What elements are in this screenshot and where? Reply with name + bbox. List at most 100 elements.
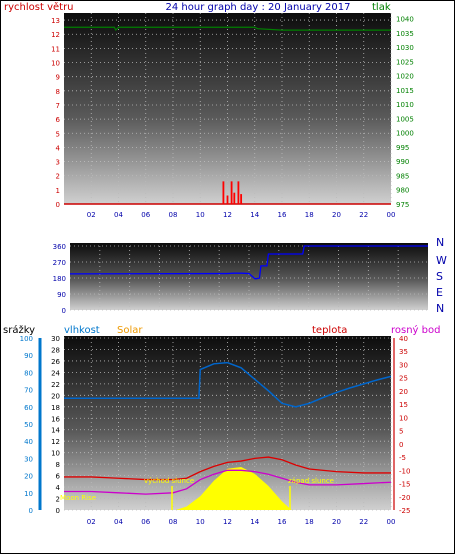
humidity-tick-label: 30 [51,335,60,343]
humidity-tick-label: 18 [51,404,60,412]
wind-speed-tick-label: 5 [56,130,60,138]
panel1-x-tick-label: 00 [387,211,396,219]
chart-title: 24 hour graph day : 20 January 2017 [166,2,351,13]
panel2-plot-area [70,243,428,310]
rain-tick-label: 50 [24,421,33,429]
humidity-axis-title: vlhkost [64,325,100,336]
temperature-axis-title: teplota [312,325,347,336]
pressure-tick-label: 1020 [396,73,414,81]
temperature-tick-label: 0 [399,441,403,449]
direction-tick-label: 360 [53,243,66,251]
pressure-axis-title: tlak [372,2,391,13]
panel1-x-tick-label: 04 [114,211,123,219]
panel1-x-tick-label: 14 [250,211,259,219]
temperature-tick-label: 5 [399,428,403,436]
panel1-x-tick-label: 16 [278,211,287,219]
panel3-x-tick-label: 10 [196,518,205,526]
solar-area [175,467,292,510]
rain-tick-label: 60 [24,404,33,412]
pressure-tick-label: 1015 [396,87,414,95]
pressure-tick-label: 1030 [396,44,414,52]
humidity-line [64,361,392,408]
sunrise-label: východ slunce [144,477,194,485]
humidity-tick-label: 0 [56,507,60,515]
wind-speed-tick-label: 10 [51,60,60,68]
wind-direction-line [69,245,428,280]
pressure-tick-label: 995 [396,144,409,152]
pressure-tick-label: 1035 [396,30,414,38]
panel3-x-tick-label: 20 [332,518,341,526]
temperature-tick-label: 20 [399,388,408,396]
temperature-tick-label: -20 [399,494,410,502]
temperature-tick-label: 25 [399,375,408,383]
humidity-tick-label: 6 [56,473,61,481]
compass-label: W [436,254,447,267]
direction-tick-label: 90 [57,291,66,299]
temperature-tick-label: -25 [399,507,410,515]
wind-speed-tick-label: 11 [51,45,60,53]
rain-tick-label: 80 [24,369,33,377]
temperature-tick-label: 40 [399,335,408,343]
panel3-x-tick-label: 02 [87,518,96,526]
pressure-tick-label: 1000 [396,130,414,138]
panel1-x-tick-label: 08 [169,211,178,219]
rain-tick-label: 40 [24,438,33,446]
compass-label: E [436,286,443,299]
panel1-x-tick-label: 02 [87,211,96,219]
panel3-x-tick-label: 00 [387,518,396,526]
wind-speed-tick-label: 9 [56,74,60,82]
panel3-x-tick-label: 04 [114,518,123,526]
rain-tick-label: 90 [24,352,33,360]
humidity-tick-label: 16 [51,415,60,423]
wind-speed-tick-label: 4 [56,144,61,152]
temperature-tick-label: -15 [399,481,410,489]
temperature-tick-label: 10 [399,414,408,422]
humidity-tick-label: 28 [51,346,60,354]
moon-set-label: Moon Set [228,494,261,502]
moon-rise-label: Moon Rise [60,494,96,502]
wind-speed-tick-label: 6 [56,116,61,124]
rain-tick-label: 20 [24,473,33,481]
wind-speed-tick-label: 13 [51,17,60,25]
wind-speed-tick-label: 8 [56,88,60,96]
dew-point-line [64,469,392,495]
wind-speed-tick-label: 3 [56,159,60,167]
humidity-tick-label: 12 [51,438,60,446]
direction-tick-label: 180 [53,275,66,283]
humidity-tick-label: 14 [51,427,60,435]
rain-tick-label: 100 [20,335,33,343]
panel3-x-tick-label: 06 [141,518,150,526]
panel1-plot-area [64,13,391,204]
humidity-tick-label: 20 [51,392,60,400]
panel1-x-tick-label: 18 [305,211,314,219]
panel3-x-tick-label: 16 [278,518,287,526]
pressure-tick-label: 985 [396,172,409,180]
panel1-x-tick-label: 06 [141,211,150,219]
pressure-tick-label: 1010 [396,101,414,109]
temperature-tick-label: -5 [399,454,406,462]
humidity-tick-label: 4 [56,484,61,492]
dew-point-axis-title: rosný bod [391,324,440,336]
humidity-tick-label: 10 [51,450,60,458]
rain-tick-label: 0 [29,507,33,515]
panel3-x-tick-label: 14 [250,518,259,526]
pressure-tick-label: 990 [396,158,409,166]
wind-speed-tick-label: 7 [56,102,60,110]
humidity-tick-label: 8 [56,461,60,469]
pressure-tick-label: 1040 [396,16,414,24]
rain-tick-label: 10 [24,490,33,498]
pressure-tick-label: 1005 [396,115,414,123]
panel3-x-tick-label: 12 [223,518,232,526]
pressure-tick-label: 975 [396,201,409,209]
direction-tick-label: 270 [53,259,66,267]
panel1-x-tick-label: 12 [223,211,232,219]
temperature-tick-label: 15 [399,401,408,409]
humidity-tick-label: 26 [51,358,60,366]
panel1-x-tick-label: 10 [196,211,205,219]
pressure-tick-label: 980 [396,187,409,195]
panel3-x-tick-label: 22 [359,518,368,526]
wind-speed-tick-label: 12 [51,31,60,39]
humidity-tick-label: 24 [51,369,60,377]
